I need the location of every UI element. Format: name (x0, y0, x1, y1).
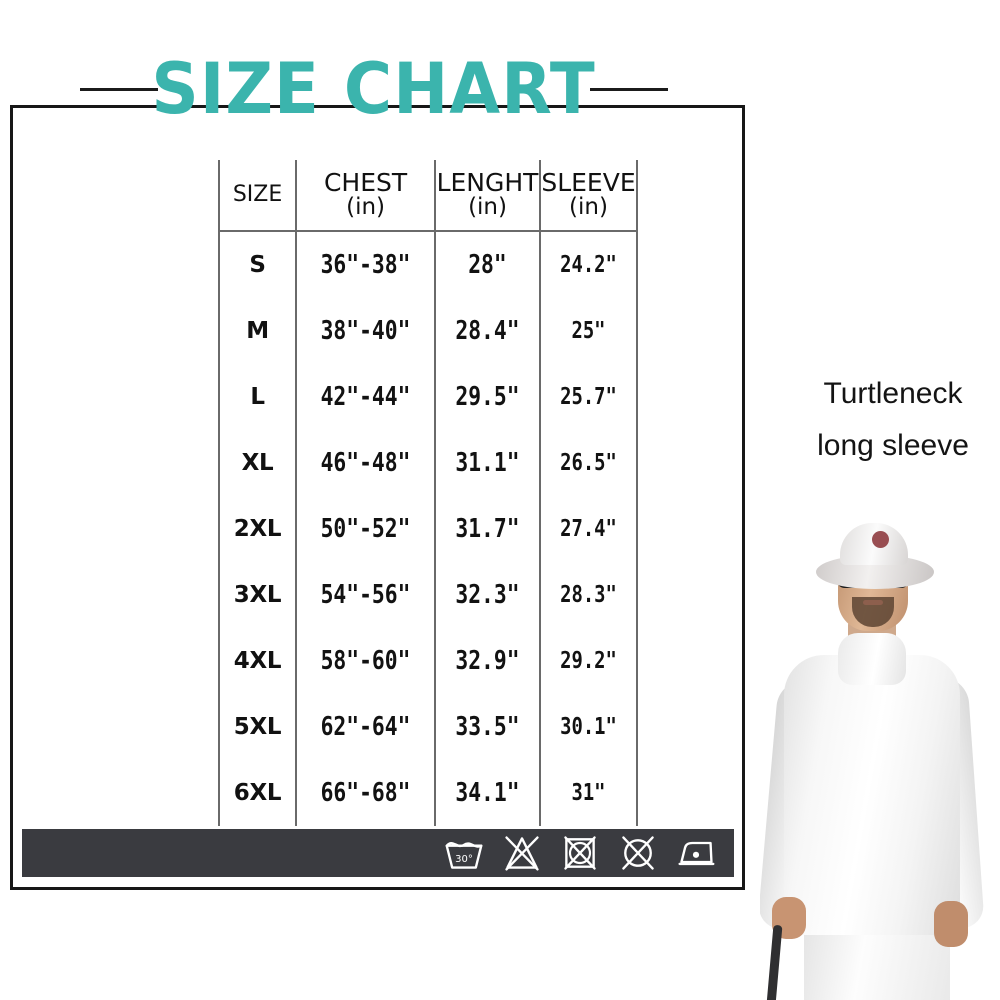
table-row: 4XL 58"-60" 32.9" 29.2" (217, 628, 638, 694)
column-header-sleeve-unit: (in) (569, 194, 608, 221)
column-header-chest-unit: (in) (346, 194, 386, 221)
cell-sleeve: 30.1" (539, 694, 638, 760)
cell-chest: 58"-60" (295, 628, 436, 694)
table-row: S 36"-38" 28" 24.2" (217, 231, 638, 298)
column-header-chest-label: CHEST (323, 168, 408, 198)
cell-chest: 46"-48" (295, 430, 436, 496)
column-header-size-label: SIZE (232, 181, 283, 207)
cell-size: 3XL (217, 562, 297, 628)
column-header-length: LENGHT (in) (434, 160, 540, 232)
column-header-sleeve: SLEEVE (in) (539, 160, 638, 232)
product-label-line1: Turtleneck (823, 377, 963, 410)
model-shirt-torso (784, 655, 960, 935)
title-text: SIZE CHART (151, 46, 597, 131)
page-title: SIZE CHART (0, 53, 748, 124)
cell-size: M (217, 298, 297, 364)
cell-length: 28" (434, 231, 540, 298)
title-dash-right-icon (589, 87, 668, 91)
cell-size: 5XL (217, 694, 297, 760)
column-header-chest: CHEST (in) (295, 160, 436, 232)
do-not-bleach-icon (505, 836, 539, 871)
cell-chest: 54"-56" (295, 562, 436, 628)
cell-sleeve: 31" (539, 760, 638, 826)
cell-size: 2XL (217, 496, 297, 562)
cell-chest: 62"-64" (295, 694, 436, 760)
cell-chest: 36"-38" (295, 231, 436, 298)
column-header-sleeve-label: SLEEVE (541, 168, 636, 198)
product-label: Turtleneck long sleeve (786, 368, 1000, 471)
model-mouth (863, 600, 883, 605)
wash-30-icon: 30° (445, 841, 483, 869)
size-chart-table: SIZE CHEST (in) LENGHT (in) SLEEVE (in) … (217, 160, 638, 826)
product-label-line2: long sleeve (817, 428, 969, 462)
title-dash-left-icon (80, 87, 159, 91)
table-row: 5XL 62"-64" 33.5" 30.1" (217, 694, 638, 760)
iron-low-icon (678, 841, 715, 866)
cell-sleeve: 24.2" (539, 231, 638, 298)
cell-sleeve: 28.3" (539, 562, 638, 628)
cell-length: 33.5" (434, 694, 540, 760)
table-header-row: SIZE CHEST (in) LENGHT (in) SLEEVE (in) (217, 160, 638, 232)
cell-chest: 50"-52" (295, 496, 436, 562)
cell-size: 6XL (217, 760, 297, 826)
cell-size: 4XL (217, 628, 297, 694)
cell-length: 34.1" (434, 760, 540, 826)
golf-club-shaft (766, 924, 783, 1000)
cell-sleeve: 25" (539, 298, 638, 364)
cell-length: 31.7" (434, 496, 540, 562)
model-hat-logo (872, 531, 889, 548)
table-row: XL 46"-48" 31.1" 26.5" (217, 430, 638, 496)
column-header-length-label: LENGHT (436, 168, 539, 198)
model-right-hand (934, 901, 968, 947)
cell-chest: 66"-68" (295, 760, 436, 826)
do-not-tumble-dry-icon (564, 836, 596, 870)
cell-sleeve: 25.7" (539, 364, 638, 430)
cell-size: L (217, 364, 297, 430)
table-row: 3XL 54"-56" 32.3" 28.3" (217, 562, 638, 628)
table-row: M 38"-40" 28.4" 25" (217, 298, 638, 364)
model-turtleneck-collar (838, 633, 906, 685)
cell-length: 28.4" (434, 298, 540, 364)
svg-text:30°: 30° (455, 854, 473, 865)
cell-size: XL (217, 430, 297, 496)
table-row: 6XL 66"-68" 34.1" 31" (217, 760, 638, 826)
cell-sleeve: 27.4" (539, 496, 638, 562)
cell-size: S (217, 231, 297, 298)
cell-length: 31.1" (434, 430, 540, 496)
cell-length: 29.5" (434, 364, 540, 430)
table-row: L 42"-44" 29.5" 25.7" (217, 364, 638, 430)
table-row: 2XL 50"-52" 31.7" 27.4" (217, 496, 638, 562)
cell-length: 32.3" (434, 562, 540, 628)
model-photo (760, 505, 1000, 1000)
column-header-length-unit: (in) (468, 194, 507, 221)
cell-sleeve: 26.5" (539, 430, 638, 496)
column-header-size: SIZE (217, 160, 297, 232)
cell-chest: 42"-44" (295, 364, 436, 430)
cell-sleeve: 29.2" (539, 628, 638, 694)
care-instructions-bar: 30° (22, 829, 734, 877)
do-not-dry-clean-icon (622, 836, 654, 870)
cell-chest: 38"-40" (295, 298, 436, 364)
cell-length: 32.9" (434, 628, 540, 694)
